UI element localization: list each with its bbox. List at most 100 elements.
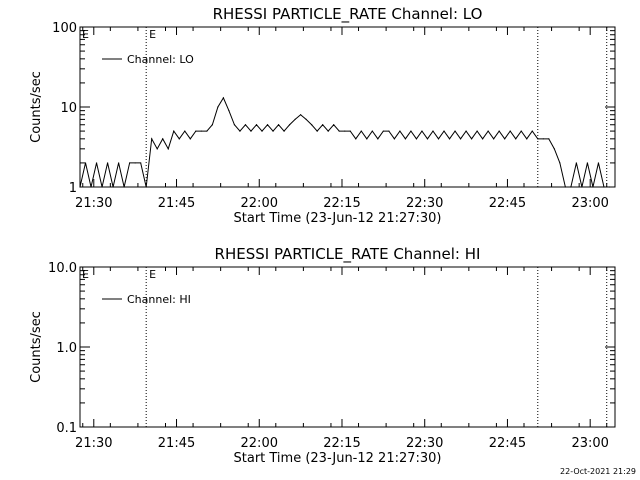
data-point xyxy=(305,118,307,120)
data-point xyxy=(470,138,473,140)
data-point xyxy=(228,110,230,112)
data-point xyxy=(123,186,125,188)
data-point xyxy=(178,138,180,140)
x-tick-label: 21:45 xyxy=(158,436,195,451)
data-point xyxy=(515,138,517,140)
data-point xyxy=(250,130,252,132)
y-tick-label: 100 xyxy=(52,21,77,36)
chart-panel-1: RHESSI PARTICLE_RATE Channel: LO 1 10 100 21… xyxy=(29,5,616,226)
footer-timestamp: 22-Oct-2021 21:29 xyxy=(560,467,636,476)
data-point xyxy=(487,130,489,132)
data-point xyxy=(266,124,269,126)
data-point xyxy=(333,124,335,126)
data-point xyxy=(581,186,583,188)
data-point xyxy=(355,138,357,140)
data-point xyxy=(520,130,522,132)
data-point xyxy=(393,138,395,140)
y-axis-label: Counts/sec xyxy=(29,311,44,383)
chart-title: RHESSI PARTICLE_RATE Channel: LO xyxy=(213,5,483,24)
data-point xyxy=(239,130,241,132)
data-point xyxy=(459,138,462,140)
data-point xyxy=(415,138,418,140)
legend-label: Channel: LO xyxy=(127,53,194,66)
data-point xyxy=(388,130,390,132)
x-axis-label: Start Time (23-Jun-12 21:27:30) xyxy=(234,211,442,226)
data-point xyxy=(542,138,544,140)
series-line xyxy=(79,96,610,188)
x-tick-label: 21:30 xyxy=(75,196,112,211)
data-point xyxy=(586,162,589,164)
data-point xyxy=(316,130,318,132)
x-tick-label: 21:45 xyxy=(158,196,195,211)
chart-panel-2: RHESSI PARTICLE_RATE Channel: HI 0.1 1.0 10… xyxy=(29,245,616,466)
data-point xyxy=(537,138,539,140)
data-point xyxy=(360,130,362,132)
y-tick-label: 1 xyxy=(69,181,77,196)
x-tick-label: 21:30 xyxy=(75,436,112,451)
data-point xyxy=(377,138,379,140)
data-point xyxy=(509,130,511,132)
data-point xyxy=(162,138,164,140)
data-point xyxy=(79,186,81,188)
data-point xyxy=(156,148,158,150)
data-point xyxy=(498,130,500,132)
data-point xyxy=(106,162,109,164)
data-point xyxy=(173,130,175,132)
plot-frame xyxy=(79,266,616,428)
data-point xyxy=(322,124,324,126)
data-point xyxy=(526,138,528,140)
start-marker-label: E xyxy=(82,268,89,281)
data-point xyxy=(399,130,401,132)
data-point xyxy=(603,186,605,188)
data-point xyxy=(90,186,92,188)
x-tick-label: 22:15 xyxy=(323,436,360,451)
data-point xyxy=(134,162,136,164)
y-tick-label: 1.0 xyxy=(56,341,77,356)
data-point xyxy=(437,138,440,140)
data-point xyxy=(244,124,247,126)
data-point xyxy=(553,148,555,150)
data-point xyxy=(277,124,280,126)
data-point xyxy=(476,130,478,132)
data-point xyxy=(597,162,600,164)
data-point xyxy=(217,106,219,108)
data-point xyxy=(255,124,258,126)
data-point xyxy=(570,186,572,188)
y-tick-label: 0.1 xyxy=(56,421,77,436)
data-point xyxy=(482,138,484,140)
data-point xyxy=(145,186,147,188)
data-point xyxy=(382,130,384,132)
chart-title: RHESSI PARTICLE_RATE Channel: HI xyxy=(215,245,481,264)
data-point xyxy=(349,130,351,132)
data-point xyxy=(448,138,451,140)
x-tick-label: 23:00 xyxy=(571,196,608,211)
data-point xyxy=(167,148,169,150)
data-point xyxy=(344,130,346,132)
data-point xyxy=(504,138,506,140)
data-point xyxy=(294,118,296,120)
start-marker-label: E xyxy=(82,28,89,41)
data-point xyxy=(283,130,285,132)
y-axis-label: Counts/sec xyxy=(29,71,44,143)
data-point xyxy=(575,162,577,164)
data-point xyxy=(338,130,340,132)
data-point xyxy=(189,138,191,140)
data-point xyxy=(261,130,263,132)
data-point xyxy=(410,130,412,132)
data-point xyxy=(206,130,208,132)
data-point xyxy=(404,138,407,140)
x-tick-label: 22:00 xyxy=(241,196,278,211)
x-tick-label: 22:30 xyxy=(406,196,443,211)
x-tick-label: 22:30 xyxy=(406,436,443,451)
plot-frame xyxy=(79,26,616,188)
data-point xyxy=(112,186,114,188)
data-point xyxy=(443,130,445,132)
data-point xyxy=(300,114,302,116)
data-point xyxy=(84,162,87,164)
data-point xyxy=(184,130,186,132)
data-point xyxy=(195,130,197,132)
data-point xyxy=(432,130,434,132)
data-point xyxy=(95,162,98,164)
y-tick-label: 10.0 xyxy=(48,261,77,276)
